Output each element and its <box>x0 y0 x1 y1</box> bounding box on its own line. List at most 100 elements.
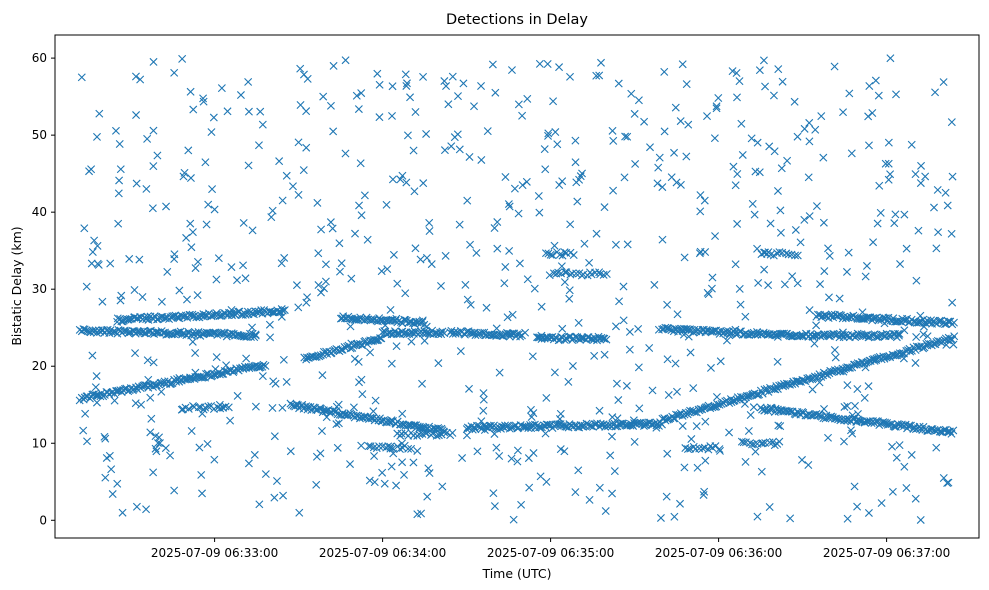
data-point <box>680 253 689 262</box>
data-point <box>892 90 900 99</box>
data-point <box>732 69 741 77</box>
data-point <box>425 218 434 227</box>
data-point <box>458 454 467 463</box>
data-point <box>363 235 372 244</box>
data-point <box>92 372 101 381</box>
data-point <box>227 263 236 272</box>
data-point <box>608 489 617 498</box>
data-point <box>810 372 819 381</box>
data-point <box>108 490 117 499</box>
data-point <box>890 219 899 228</box>
data-point <box>733 93 741 102</box>
data-point <box>600 334 609 343</box>
data-point <box>943 478 952 487</box>
data-point <box>634 96 643 105</box>
data-point <box>96 392 105 401</box>
data-point <box>279 491 288 500</box>
data-point <box>917 161 926 170</box>
data-point <box>223 107 232 116</box>
data-point <box>388 82 397 91</box>
data-point <box>466 300 475 309</box>
data-point <box>746 410 755 419</box>
data-point <box>585 258 594 267</box>
data-point <box>365 476 374 485</box>
data-point <box>326 101 335 110</box>
scatter-points <box>75 54 959 524</box>
data-point <box>735 284 744 293</box>
data-point <box>634 324 643 333</box>
data-point <box>739 438 748 447</box>
data-point <box>821 414 830 423</box>
data-point <box>296 64 305 73</box>
data-point <box>676 499 685 508</box>
data-point <box>543 60 552 68</box>
data-point <box>698 405 707 414</box>
data-point <box>407 444 416 453</box>
data-point <box>843 402 852 410</box>
data-point <box>455 220 464 229</box>
data-point <box>130 285 139 294</box>
data-point <box>919 330 928 339</box>
data-point <box>375 113 384 122</box>
data-point <box>815 378 824 387</box>
data-point <box>631 159 640 168</box>
data-point <box>194 403 203 412</box>
data-point <box>184 404 193 413</box>
data-point <box>775 437 784 446</box>
data-point <box>401 70 410 79</box>
data-point <box>527 413 536 421</box>
data-point <box>894 420 903 429</box>
data-point <box>664 390 673 399</box>
data-point <box>947 118 956 127</box>
data-point <box>565 286 574 295</box>
data-point <box>392 330 401 339</box>
data-point <box>370 478 379 487</box>
data-point <box>838 328 847 337</box>
data-point <box>588 335 597 344</box>
data-point <box>571 136 580 145</box>
data-point <box>672 410 681 419</box>
data-point <box>786 514 795 523</box>
data-point <box>82 282 91 291</box>
data-point <box>939 78 948 87</box>
data-point <box>243 307 252 316</box>
y-tick-label: 30 <box>32 282 47 296</box>
data-point <box>848 411 857 420</box>
data-point <box>106 259 115 268</box>
data-point <box>357 441 366 450</box>
data-point <box>420 336 429 345</box>
data-point <box>490 224 499 233</box>
data-point <box>217 328 226 337</box>
data-point <box>610 467 619 476</box>
data-point <box>201 158 210 167</box>
data-point <box>221 402 230 411</box>
data-point <box>797 455 806 464</box>
data-point <box>769 91 778 100</box>
data-point <box>419 179 428 188</box>
data-point <box>544 249 553 258</box>
data-point <box>699 490 708 499</box>
data-point <box>142 184 151 193</box>
data-point <box>302 143 311 152</box>
data-point <box>946 335 955 344</box>
data-point <box>396 175 405 184</box>
data-point <box>916 179 925 188</box>
data-point <box>241 274 250 283</box>
data-point <box>341 56 350 65</box>
data-point <box>453 130 462 139</box>
data-point <box>812 321 821 330</box>
data-point <box>479 406 488 415</box>
data-point <box>376 316 385 325</box>
data-point <box>376 334 385 343</box>
data-point <box>354 357 363 366</box>
data-point <box>335 239 344 248</box>
data-point <box>716 357 725 366</box>
data-point <box>152 381 161 390</box>
data-point <box>701 417 710 426</box>
data-point <box>442 82 451 91</box>
data-point <box>334 400 343 409</box>
data-point <box>507 66 516 75</box>
data-point <box>895 329 904 338</box>
data-point <box>462 431 471 440</box>
data-point <box>740 399 749 408</box>
